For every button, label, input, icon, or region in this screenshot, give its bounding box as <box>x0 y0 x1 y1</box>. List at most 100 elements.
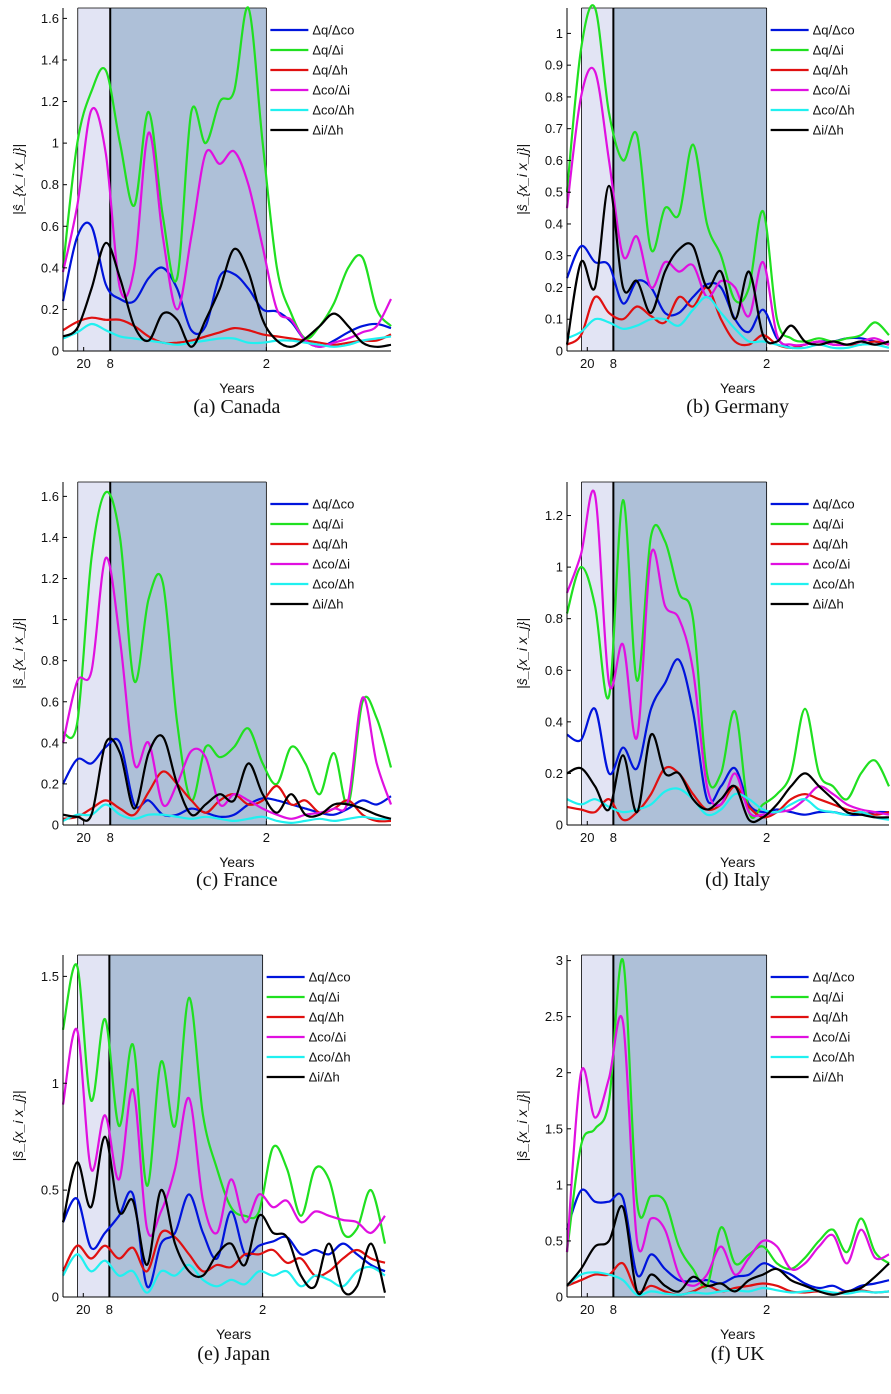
y-tick-label: 1.5 <box>41 969 59 984</box>
series-line-2 <box>61 490 393 807</box>
y-tick-label: 0 <box>52 344 59 359</box>
legend-entry-4: Δco/Δi <box>312 557 350 572</box>
series-line-1 <box>62 737 392 818</box>
y-tick-label: 0.5 <box>545 185 563 200</box>
y-tick-label: 1.4 <box>41 52 59 67</box>
series-line-3 <box>62 316 392 346</box>
y-tick-label: 0 <box>556 818 563 833</box>
x-tick-label: 8 <box>106 1302 113 1317</box>
panel-4: 0 0.2 0.4 0.6 0.8 1 1.2 20 8 2 Years |ŝ_{x_i x_j}| Δ… <box>514 481 890 891</box>
x-tick-label: 8 <box>107 356 114 371</box>
legend-entry-4: Δco/Δi <box>309 1030 347 1045</box>
legend-entry-1: Δq/Δco <box>813 497 855 512</box>
x-axis-label: Years <box>720 1326 755 1342</box>
y-tick-label: 0.4 <box>41 260 59 275</box>
legend-entry-2: Δq/Δi <box>312 43 343 58</box>
legend: Δq/Δco Δq/Δi Δq/Δh Δco/Δi Δco/Δh Δi/Δh <box>270 497 354 612</box>
y-axis-label: |ŝ_{x_i x_j}| <box>10 144 26 215</box>
legend-entry-5: Δco/Δh <box>312 103 354 118</box>
shade-band-light <box>77 8 111 351</box>
series-line-2 <box>61 963 387 1244</box>
y-tick-label: 0.3 <box>545 248 563 263</box>
x-axis-label: Years <box>720 380 755 396</box>
y-tick-label: 0 <box>52 818 59 833</box>
y-tick-label: 0.2 <box>545 766 563 781</box>
x-tick-label: 8 <box>610 1302 617 1317</box>
legend-entry-6: Δi/Δh <box>813 597 844 612</box>
legend-entry-6: Δi/Δh <box>813 123 844 138</box>
x-tick-label: 2 <box>763 830 770 845</box>
y-tick-label: 1 <box>52 1076 59 1091</box>
y-tick-label: 0 <box>556 1290 563 1305</box>
legend-entry-1: Δq/Δco <box>813 970 855 985</box>
series-line-1 <box>62 1190 386 1289</box>
shade-band-dark <box>110 8 267 351</box>
y-tick-label: 1 <box>556 26 563 41</box>
legend-entry-4: Δco/Δi <box>813 83 851 98</box>
y-tick-label: 0.4 <box>41 735 59 750</box>
x-tick-label: 20 <box>76 1302 90 1317</box>
y-axis-label: |ŝ_{x_i x_j}| <box>514 618 530 689</box>
panel-caption: (a) Canada <box>193 396 280 418</box>
series-line-4 <box>61 106 392 348</box>
y-tick-label: 2 <box>556 1065 563 1080</box>
series-line-6 <box>566 733 890 824</box>
y-axis-label: |ŝ_{x_i x_j}| <box>514 1090 530 1161</box>
y-tick-label: 0.9 <box>545 58 563 73</box>
series-line-2 <box>565 958 890 1289</box>
y-tick-label: 0.4 <box>545 714 563 729</box>
y-tick-label: 0.1 <box>545 312 563 327</box>
y-tick-label: 0.7 <box>545 121 563 136</box>
y-tick-label: 1.2 <box>41 571 59 586</box>
y-tick-label: 0.6 <box>545 663 563 678</box>
y-tick-label: 1 <box>52 136 59 151</box>
legend-entry-1: Δq/Δco <box>312 497 354 512</box>
x-tick-label: 20 <box>580 830 594 845</box>
y-tick-label: 1.6 <box>41 489 59 504</box>
y-tick-label: 0.2 <box>41 776 59 791</box>
legend-entry-5: Δco/Δh <box>312 577 354 592</box>
series-line-6 <box>61 1135 387 1296</box>
panel-caption: (f) UK <box>711 1343 765 1365</box>
x-axis-label: Years <box>216 1326 251 1342</box>
y-axis-label: |ŝ_{x_i x_j}| <box>514 144 530 215</box>
series-line-4 <box>61 556 393 820</box>
y-tick-label: 1 <box>556 1177 563 1192</box>
legend-entry-2: Δq/Δi <box>813 990 844 1005</box>
series-line-3 <box>62 1229 386 1278</box>
legend-entry-6: Δi/Δh <box>312 597 343 612</box>
series-line-4 <box>565 489 890 818</box>
legend: Δq/Δco Δq/Δi Δq/Δh Δco/Δi Δco/Δh Δi/Δh <box>770 497 855 612</box>
series-line-4 <box>565 1014 890 1287</box>
series-line-6 <box>62 241 392 348</box>
y-tick-label: 0.2 <box>41 302 59 317</box>
panel-6: 0 0.5 1 1.5 2 2.5 3 20 8 2 Years |ŝ_{x_i x_j}| Δq/Δc… <box>514 953 890 1365</box>
legend-entry-1: Δq/Δco <box>309 970 351 985</box>
y-tick-label: 0.8 <box>41 177 59 192</box>
legend-entry-3: Δq/Δh <box>309 1010 344 1025</box>
legend-entry-2: Δq/Δi <box>813 43 844 58</box>
y-tick-label: 1.6 <box>41 11 59 26</box>
x-tick-label: 8 <box>610 356 617 371</box>
panel-caption: (d) Italy <box>705 869 770 891</box>
y-tick-label: 0.6 <box>545 153 563 168</box>
series-line-2 <box>61 6 392 340</box>
y-tick-label: 2.5 <box>545 1009 563 1024</box>
x-tick-label: 20 <box>76 830 90 845</box>
series-line-5 <box>62 322 392 348</box>
legend-entry-2: Δq/Δi <box>813 517 844 532</box>
y-tick-label: 0 <box>556 344 563 359</box>
series-line-6 <box>565 184 890 346</box>
legend-entry-4: Δco/Δi <box>813 557 851 572</box>
x-tick-label: 8 <box>610 830 617 845</box>
series-line-3 <box>566 765 890 822</box>
shade-band-dark <box>613 955 767 1297</box>
x-tick-label: 2 <box>763 1302 770 1317</box>
series-line-4 <box>61 1027 386 1237</box>
legend: Δq/Δco Δq/Δi Δq/Δh Δco/Δi Δco/Δh Δi/Δh <box>770 970 855 1085</box>
y-tick-label: 0.8 <box>545 611 563 626</box>
x-tick-label: 2 <box>263 830 270 845</box>
panel-caption: (c) France <box>196 869 278 891</box>
series-line-5 <box>566 787 890 821</box>
